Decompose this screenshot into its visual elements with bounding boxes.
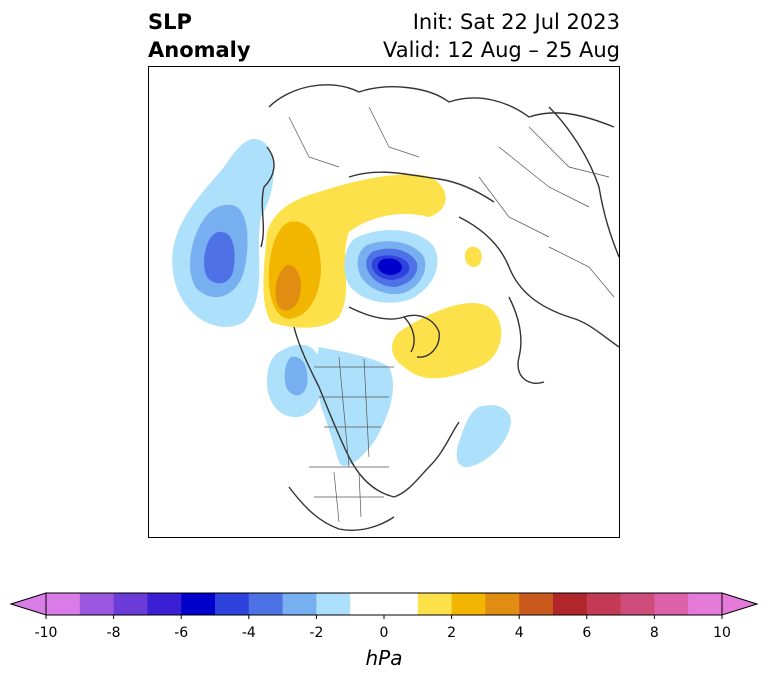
colorbar-tick-label: -4 bbox=[241, 625, 256, 641]
colorbar-bin bbox=[147, 593, 182, 615]
colorbar-tick-label: 4 bbox=[514, 625, 524, 641]
colorbar-bin bbox=[553, 593, 588, 615]
colorbar-ticks bbox=[45, 615, 723, 619]
colorbar-tick-label: -8 bbox=[106, 625, 121, 641]
colorbar-bin bbox=[79, 593, 115, 615]
greenland-high bbox=[392, 303, 502, 379]
colorbar-bin bbox=[181, 593, 216, 615]
colorbar-bin bbox=[248, 593, 284, 615]
map-dates: Init: Sat 22 Jul 2023 Valid: 12 Aug – 25… bbox=[383, 8, 620, 64]
colorbar-bin bbox=[215, 593, 250, 615]
title-line-slp: SLP bbox=[148, 10, 192, 34]
pacific-low-4 bbox=[204, 231, 235, 284]
colorbar-bin bbox=[654, 593, 689, 615]
map-title: SLP Anomaly bbox=[148, 8, 251, 64]
colorbar-bin bbox=[620, 593, 655, 615]
anomaly-shading bbox=[172, 139, 511, 468]
colorbar-bin bbox=[586, 593, 622, 615]
colorbar-bin bbox=[417, 593, 453, 615]
colorbar-tick-label: 6 bbox=[582, 625, 592, 641]
arctic-high-3 bbox=[275, 265, 301, 311]
colorbar-extend-under bbox=[10, 592, 47, 616]
colorbar-tick-label: 2 bbox=[447, 625, 457, 641]
westcoast-low-3 bbox=[284, 356, 308, 396]
colorbar-bin bbox=[350, 593, 385, 615]
colorbar-bin bbox=[485, 593, 520, 615]
arctic-low-6 bbox=[378, 258, 402, 275]
init-date: Init: Sat 22 Jul 2023 bbox=[412, 10, 620, 34]
siberia-high bbox=[465, 246, 482, 268]
colorbar-tick-label: -2 bbox=[309, 625, 324, 641]
colorbar-tick-label: 0 bbox=[379, 625, 389, 641]
title-line-anomaly: Anomaly bbox=[148, 38, 251, 62]
valid-range: Valid: 12 Aug – 25 Aug bbox=[382, 38, 620, 62]
borders bbox=[288, 106, 615, 523]
colorbar-tick-label: 8 bbox=[649, 625, 659, 641]
coastlines bbox=[260, 84, 619, 531]
colorbar-tick-label: -6 bbox=[174, 625, 189, 641]
colorbar-bin bbox=[316, 593, 351, 615]
colorbar-unit-label: hPa bbox=[365, 646, 403, 670]
colorbar-tick-label: -10 bbox=[34, 625, 58, 641]
colorbar-tick-label: 10 bbox=[713, 625, 731, 641]
colorbar-bin bbox=[451, 593, 486, 615]
colorbar bbox=[10, 592, 758, 619]
colorbar-bin bbox=[113, 593, 148, 615]
colorbar-bin bbox=[384, 593, 419, 615]
atlantic-low bbox=[456, 405, 511, 468]
colorbar-bins bbox=[46, 593, 723, 615]
canada-low bbox=[316, 347, 394, 466]
colorbar-bin bbox=[282, 593, 317, 615]
colorbar-bin bbox=[688, 593, 723, 615]
colorbar-bin bbox=[519, 593, 554, 615]
colorbar-extend-over bbox=[721, 592, 758, 616]
polar-map bbox=[148, 66, 620, 538]
colorbar-bin bbox=[46, 593, 81, 615]
map-canvas bbox=[172, 84, 619, 531]
